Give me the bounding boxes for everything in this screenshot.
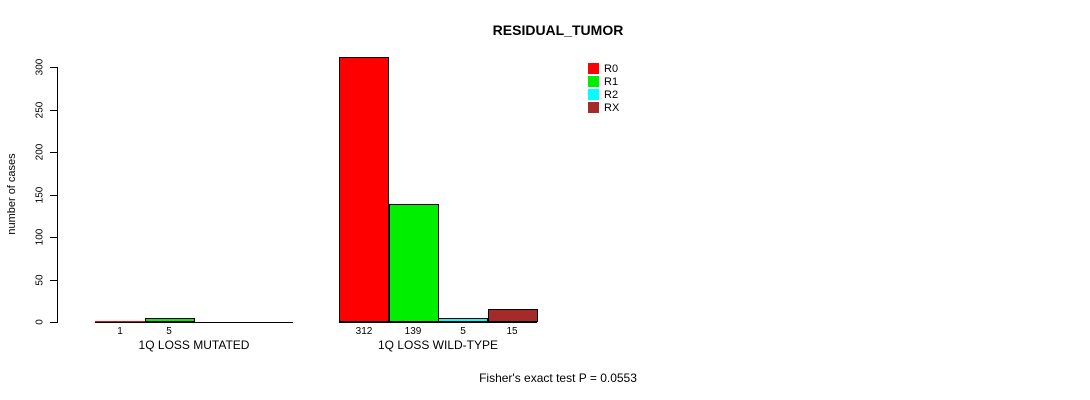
x-group-label: 1Q LOSS WILD-TYPE bbox=[377, 338, 499, 352]
bar-value-label: 312 bbox=[355, 326, 373, 337]
legend-label: R2 bbox=[604, 88, 619, 101]
y-tick-label: 50 bbox=[34, 274, 46, 286]
legend-swatch-r0 bbox=[588, 63, 599, 74]
legend-label: R0 bbox=[604, 62, 619, 75]
y-tick-label: 300 bbox=[34, 58, 46, 76]
y-axis-line bbox=[57, 67, 58, 323]
legend-item-r0: R0 bbox=[588, 62, 619, 75]
y-tick-label: 150 bbox=[34, 186, 46, 204]
x-axis-baseline bbox=[339, 322, 537, 323]
y-tick-label: 0 bbox=[34, 319, 46, 325]
legend-swatch-r1 bbox=[588, 76, 599, 87]
legend-label: RX bbox=[604, 101, 620, 114]
y-tick-label: 100 bbox=[34, 228, 46, 246]
y-tick-mark bbox=[50, 322, 57, 323]
bar-rx-1 bbox=[488, 309, 538, 322]
legend-label: R1 bbox=[604, 75, 619, 88]
bar-r1-1 bbox=[389, 204, 439, 322]
bar-value-label: 1 bbox=[117, 326, 123, 337]
y-tick-mark bbox=[50, 280, 57, 281]
legend-swatch-r2 bbox=[588, 89, 599, 100]
y-tick-label: 250 bbox=[34, 101, 46, 119]
y-axis-label: number of cases bbox=[6, 153, 18, 235]
fisher-test-footnote: Fisher's exact test P = 0.0553 bbox=[479, 371, 637, 385]
bar-value-label: 15 bbox=[506, 326, 518, 337]
bar-r0-1 bbox=[339, 57, 389, 322]
y-tick-mark bbox=[50, 237, 57, 238]
y-tick-mark bbox=[50, 110, 57, 111]
bar-value-label: 139 bbox=[404, 326, 422, 337]
chart-title: RESIDUAL_TUMOR bbox=[492, 22, 624, 38]
legend-swatch-rx bbox=[588, 102, 599, 113]
bar-value-label: 5 bbox=[166, 326, 172, 337]
legend-item-r1: R1 bbox=[588, 75, 619, 88]
y-tick-mark bbox=[50, 152, 57, 153]
bar-r0-0 bbox=[95, 321, 145, 322]
y-tick-mark bbox=[50, 195, 57, 196]
y-tick-mark bbox=[50, 67, 57, 68]
legend: R0 R1 R2 RX bbox=[588, 62, 619, 114]
legend-item-rx: RX bbox=[588, 101, 619, 114]
bar-value-label: 5 bbox=[460, 326, 466, 337]
y-tick-label: 200 bbox=[34, 143, 46, 161]
bar-r2-1 bbox=[438, 318, 488, 322]
legend-item-r2: R2 bbox=[588, 88, 619, 101]
x-axis-baseline bbox=[95, 322, 293, 323]
bar-r1-0 bbox=[145, 318, 195, 322]
x-group-label: 1Q LOSS MUTATED bbox=[138, 338, 250, 352]
